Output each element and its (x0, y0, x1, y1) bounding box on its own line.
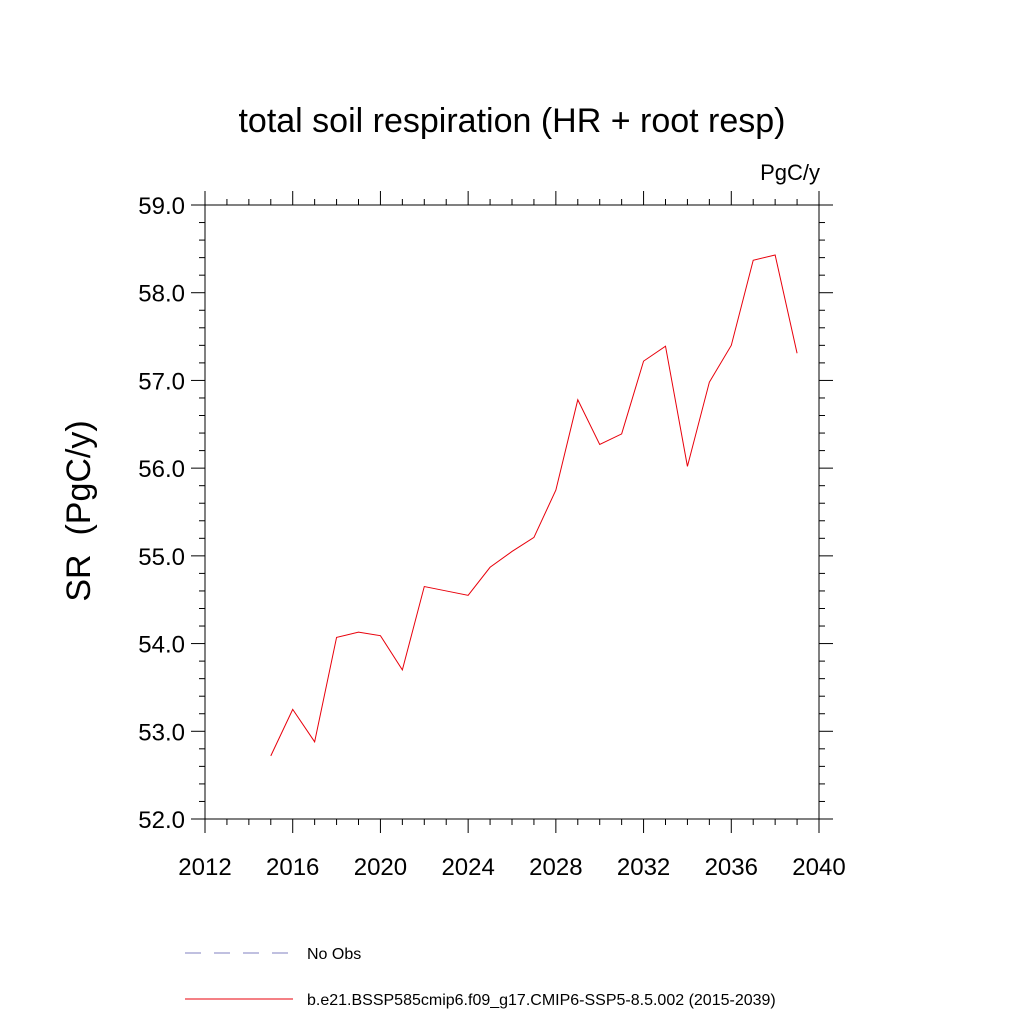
x-tick-label: 2016 (266, 854, 319, 881)
y-tick-label: 54.0 (138, 632, 185, 659)
y-tick-label: 59.0 (138, 193, 185, 220)
x-tick-label: 2036 (705, 854, 758, 881)
x-tick-label: 2024 (441, 854, 494, 881)
y-tick-label: 53.0 (138, 719, 185, 746)
legend-label: b.e21.BSSP585cmip6.f09_g17.CMIP6-SSP5-8.… (307, 992, 776, 1009)
axis-ticks (191, 191, 833, 833)
units-label: PgC/y (760, 160, 820, 185)
x-tick-label: 2032 (617, 854, 670, 881)
tick-labels: 2012 2016 2020 2024 2028 2032 2036 2040 52.0 53.0… (138, 193, 845, 881)
y-tick-label: 56.0 (138, 456, 185, 483)
x-tick-label: 2028 (529, 854, 582, 881)
x-tick-label: 2012 (178, 854, 231, 881)
y-tick-label: 58.0 (138, 281, 185, 308)
series-lines (270, 254, 798, 757)
y-axis-label: SR (PgC/y) (60, 420, 98, 601)
plot-frame (204, 204, 820, 820)
chart-title: total soil respiration (HR + root resp) (238, 102, 785, 140)
y-tick-label: 52.0 (138, 807, 185, 834)
y-tick-label: 55.0 (138, 544, 185, 571)
x-tick-label: 2040 (792, 854, 845, 881)
y-tick-label: 57.0 (138, 368, 185, 395)
x-tick-label: 2020 (354, 854, 407, 881)
series-line (270, 254, 798, 757)
legend: No Obs b.e21.BSSP585cmip6.f09_g17.CMIP6-S… (185, 946, 776, 1009)
legend-label: No Obs (307, 946, 361, 963)
